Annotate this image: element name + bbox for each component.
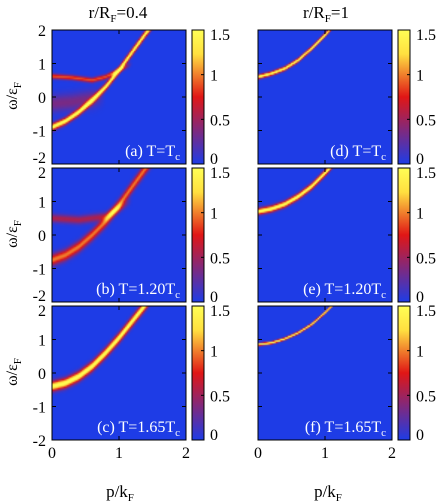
colorbar-label-e-2: 0.5 [416,250,436,267]
panel-d: (d) T=Tc 1.5 1 0.5 0 [257,27,436,168]
ytick-label-c-3: -1 [33,400,46,417]
colorbar-e [397,167,411,303]
xtick-label-f-0: 0 [254,445,262,462]
colorbar-label-f-0: 1.5 [416,303,436,320]
ytick-label-b-4: -2 [33,288,46,305]
colorbar-label-a-3: 0 [210,151,218,168]
panel-label-b: (b) T=1.20Tc [96,281,180,301]
colorbar-d [397,29,411,165]
ytick-label-b-0: 2 [38,165,46,182]
colorbar-label-a-2: 0.5 [210,112,230,129]
panel-label-a: (a) T=Tc [125,143,180,163]
heatmap-b [52,168,186,302]
colorbar-label-e-3: 0 [416,289,424,306]
colorbar-label-c-0: 1.5 [210,303,230,320]
heatmap-e [258,168,392,302]
panel-f: 0 1 2(f) T=1.65Tc 1.5 1 0.5 0 [254,303,436,462]
heatmap-d [258,30,392,164]
ytick-label-a-0: 2 [38,23,46,40]
panel-e: (e) T=1.20Tc 1.5 1 0.5 0 [257,165,436,306]
colorbar-label-b-2: 0.5 [210,250,230,267]
colorbar-label-b-1: 1 [210,206,218,223]
column-title-left: r/RF=0.4 [89,3,148,25]
ytick-label-b-2: 0 [38,228,46,245]
xtick-label-c-0: 0 [48,445,56,462]
panel-label-c: (c) T=1.65Tc [97,419,180,439]
colorbar-label-f-3: 0 [416,427,424,444]
colorbar-f [397,305,411,441]
colorbar-label-c-3: 0 [210,427,218,444]
colorbar-label-d-3: 0 [416,151,424,168]
colorbar-label-d-0: 1.5 [416,27,436,44]
ytick-label-a-1: 1 [38,57,46,74]
colorbar-label-d-1: 1 [416,68,424,85]
colorbar-label-a-0: 1.5 [210,27,230,44]
colorbar-label-e-0: 1.5 [416,165,436,182]
colorbar-label-c-1: 1 [210,344,218,361]
ytick-label-c-2: 0 [38,366,46,383]
panel-label-d: (d) T=Tc [330,143,386,163]
colorbar-label-a-1: 1 [210,68,218,85]
panel-b: 2 1 0 -1 -2 (b) T=1.20Tc 1.5 1 0.5 0 [33,165,230,306]
x-axis-label-right: p/kF [314,482,342,502]
colorbar-label-b-3: 0 [210,289,218,306]
y-axis-label-row-2: ω/εF [4,220,24,248]
colorbar-label-c-2: 0.5 [210,388,230,405]
colorbar-label-b-0: 1.5 [210,165,230,182]
ytick-label-c-0: 2 [38,303,46,320]
panel-label-f: (f) T=1.65Tc [305,419,386,439]
x-axis-label-left: p/kF [106,482,134,502]
colorbar-label-f-2: 0.5 [416,388,436,405]
colorbar-c [191,305,205,441]
colorbar-b [191,167,205,303]
colorbar-a [191,29,205,165]
heatmap-a [52,30,186,164]
panel-a: 2 1 0 -1 -2 (a) T=Tc 1.5 1 0.5 0 [33,23,230,168]
y-axis-label-row-3: ω/εF [4,358,24,386]
y-axis-label-row-1: ω/εF [4,82,24,110]
ytick-label-c-1: 1 [38,333,46,350]
ytick-label-c-4: -2 [33,433,46,450]
ytick-label-b-3: -1 [33,262,46,279]
panels-group: 2 1 0 -1 -2 (a) T=Tc 1.5 1 0.5 0 2 1 0 -1 -2 (b) T=1.20… [33,23,436,462]
xtick-label-c-2: 2 [182,445,190,462]
colorbar-label-e-1: 1 [416,206,424,223]
panel-label-e: (e) T=1.20Tc [303,281,386,301]
colorbar-label-d-2: 0.5 [416,112,436,129]
ytick-label-a-4: -2 [33,150,46,167]
heatmap-c [52,306,186,440]
ytick-label-b-1: 1 [38,195,46,212]
xtick-label-f-2: 2 [388,445,396,462]
xtick-label-f-1: 1 [321,445,329,462]
colorbar-label-f-1: 1 [416,344,424,361]
ytick-label-a-3: -1 [33,124,46,141]
column-title-right: r/RF=1 [303,3,349,25]
ytick-label-a-2: 0 [38,90,46,107]
xtick-label-c-1: 1 [115,445,123,462]
heatmap-f [258,306,392,440]
